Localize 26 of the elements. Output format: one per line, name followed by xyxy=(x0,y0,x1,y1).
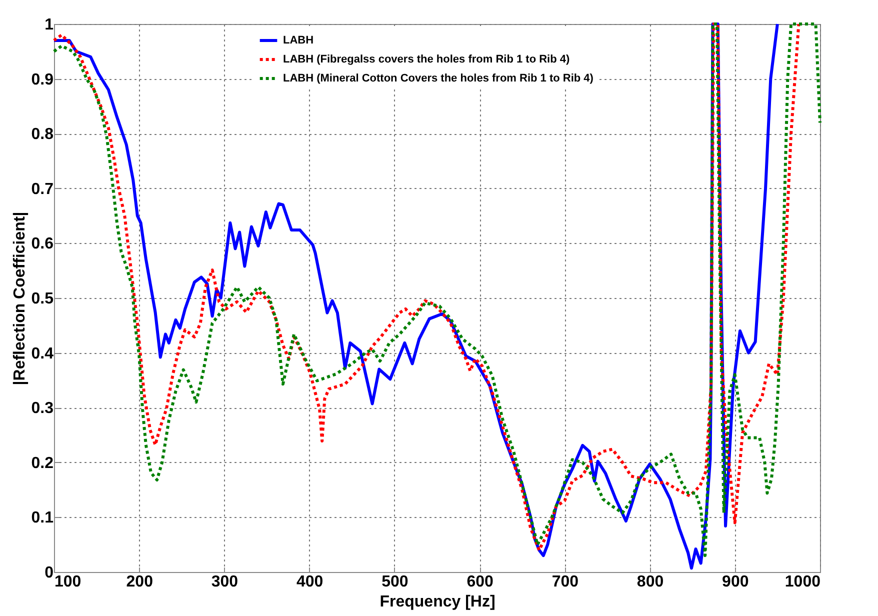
y-tick-label: 0.1 xyxy=(31,510,54,527)
x-tick-label: 100 xyxy=(54,574,82,590)
x-tick-label: 300 xyxy=(211,574,238,590)
x-tick-label: 200 xyxy=(126,574,154,590)
y-tick-label: 0.7 xyxy=(31,180,54,198)
y-axis-title: |Reflection Coefficient| xyxy=(11,212,28,386)
legend-label: LABH (Mineral Cotton Covers the holes from Rib 1 to Rib 4) xyxy=(283,72,594,84)
y-tick-label: 0.6 xyxy=(31,236,54,253)
x-axis-title: Frequency [Hz] xyxy=(380,594,496,610)
y-tick-label: 0 xyxy=(44,564,54,582)
x-tick-label: 700 xyxy=(552,574,579,590)
y-tick-label: 0.9 xyxy=(31,71,54,88)
y-tick-label: 0.2 xyxy=(31,454,54,472)
legend-label: LABH (Fibregalss covers the holes from Rib 1 to Rib 4) xyxy=(283,54,570,66)
legend-label: LABH xyxy=(283,34,314,46)
x-tick-label: 500 xyxy=(382,574,408,590)
x-tick-label: 400 xyxy=(296,574,324,590)
y-tick-label: 0.5 xyxy=(31,290,54,308)
y-tick-label: 0.4 xyxy=(31,345,54,362)
x-tick-label: 600 xyxy=(466,574,494,590)
x-tick-label: 1000 xyxy=(784,574,821,590)
x-tick-label: 900 xyxy=(722,574,749,590)
y-tick-label: 0.8 xyxy=(31,126,54,144)
x-tick-label: 800 xyxy=(636,574,664,590)
y-tick-label: 0.3 xyxy=(31,400,54,418)
y-tick-label: 1 xyxy=(44,16,54,34)
